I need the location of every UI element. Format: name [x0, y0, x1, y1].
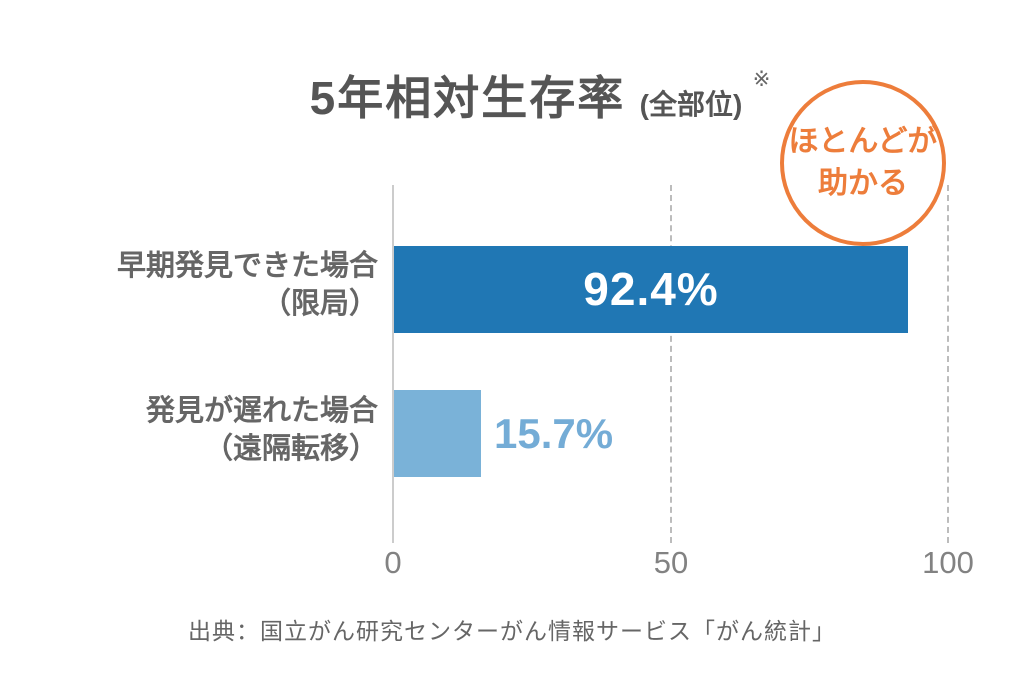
- axis-line-zero: [392, 185, 394, 543]
- x-tick-100: 100: [922, 545, 974, 580]
- chart-title-unit: (全部位): [639, 89, 743, 120]
- x-tick-50: 50: [653, 545, 689, 580]
- source-citation: 出典：国立がん研究センターがん情報サービス「がん統計」: [188, 618, 836, 644]
- category-label-line1: 早期発見できた場合: [116, 250, 378, 282]
- category-label-line2: （限局）: [261, 288, 378, 320]
- category-label-late-detection: 発見が遅れた場合 （遠隔転移）: [30, 392, 378, 468]
- bar-late-detection: [394, 390, 481, 477]
- badge-text-line2: 助かる: [818, 167, 908, 200]
- bar-value-label: 92.4%: [583, 263, 719, 315]
- asterisk-note-icon: ※: [752, 68, 771, 91]
- category-label-early-detection: 早期発見できた場合 （限局）: [30, 247, 378, 323]
- category-label-line2: （遠隔転移）: [203, 433, 378, 465]
- bar-value-label: 15.7%: [494, 410, 614, 457]
- x-tick-0: 0: [384, 545, 402, 580]
- chart-title: 5年相対生存率 (全部位) ※: [28, 62, 1024, 128]
- badge-text-line1: ほとんどが: [788, 125, 938, 158]
- gridline-50: [670, 185, 672, 543]
- badge-circle: ほとんどが 助かる: [780, 80, 946, 246]
- gridline-100: [947, 185, 949, 543]
- category-label-line1: 発見が遅れた場合: [145, 395, 378, 427]
- chart-title-text: 5年相対生存率: [309, 72, 626, 124]
- bar-early-detection: 92.4%: [394, 246, 908, 333]
